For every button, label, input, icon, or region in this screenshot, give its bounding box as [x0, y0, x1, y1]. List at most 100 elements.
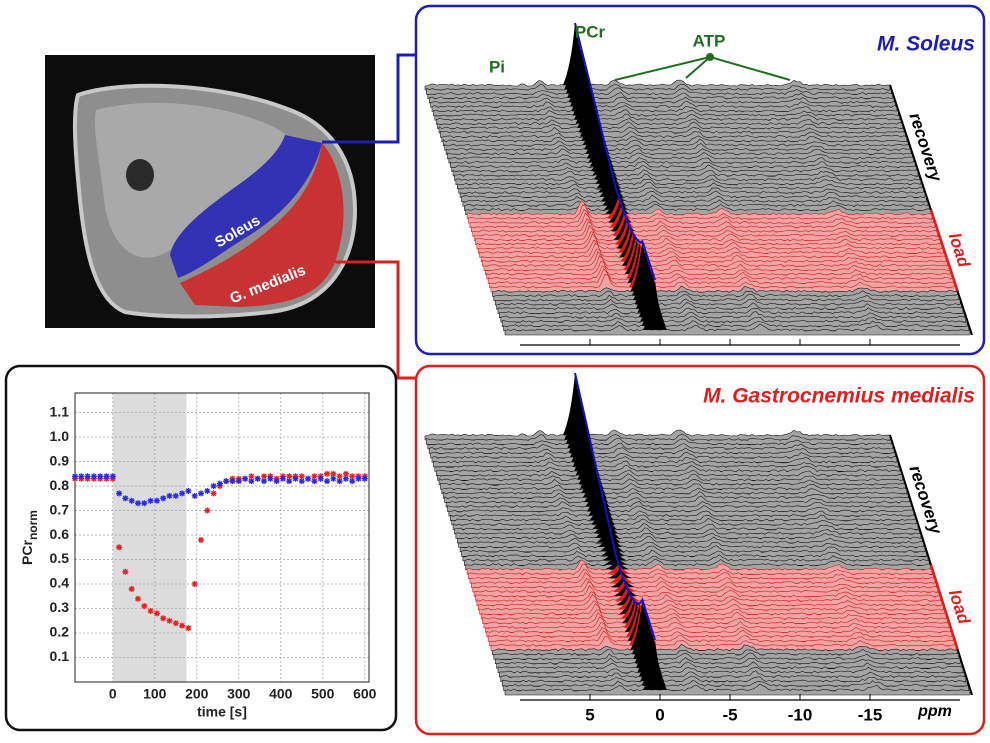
ppm-tick-label: -15 — [858, 705, 883, 724]
ppm-label: ppm — [917, 703, 952, 720]
data-point — [349, 473, 356, 480]
x-tick-label: 100 — [143, 686, 167, 702]
y-tick-label: 1.0 — [50, 428, 70, 444]
data-point — [166, 617, 173, 624]
y-tick-label: 0.2 — [50, 624, 70, 640]
data-point — [330, 470, 337, 477]
data-point — [84, 473, 91, 480]
data-point — [298, 478, 305, 485]
soleus-region — [170, 135, 322, 278]
panel-title: M. Soleus — [877, 33, 975, 56]
data-point — [273, 478, 280, 485]
data-point — [342, 470, 349, 477]
data-point — [355, 475, 362, 482]
data-point — [210, 490, 217, 497]
data-point — [248, 478, 255, 485]
ppm-tick-label: 0 — [655, 705, 664, 724]
pcr-peak — [600, 542, 625, 556]
y-axis-label-sub: norm — [26, 510, 40, 540]
data-point — [160, 495, 167, 502]
data-point — [185, 625, 192, 632]
y-tick-label: 1.1 — [50, 403, 70, 419]
spectrum-row — [504, 683, 971, 696]
pcr-peak — [599, 535, 624, 552]
pcr-plot: 0.1 0.2 0.3 0.4 0.5 0.6 0.7 0.8 0.9 1.0 1.1 0 100 200… — [19, 392, 377, 720]
x-tick-label: 500 — [311, 686, 335, 702]
data-point — [135, 595, 141, 602]
y-tick-label: 0.4 — [50, 575, 70, 591]
data-point — [128, 497, 135, 504]
plot-panel — [4, 364, 398, 732]
data-point — [141, 500, 148, 507]
data-point — [261, 478, 267, 485]
data-point — [97, 473, 104, 480]
data-point — [72, 473, 78, 480]
data-point — [179, 622, 186, 629]
soleus-connector — [322, 53, 415, 144]
data-point — [172, 492, 179, 499]
data-point — [342, 475, 349, 482]
data-point — [317, 475, 324, 482]
data-point — [103, 473, 110, 480]
data-point — [286, 473, 293, 480]
data-point — [336, 473, 343, 480]
data-point — [216, 480, 223, 487]
data-point — [267, 475, 274, 482]
pcr-peak — [603, 554, 628, 565]
data-point — [204, 487, 211, 494]
pcr-peak — [609, 572, 634, 583]
data-point — [286, 478, 293, 485]
panel-title: M. Gastrocnemius medialis — [703, 385, 975, 408]
x-tick-label: 300 — [227, 686, 251, 702]
data-point — [122, 568, 129, 575]
gastrocnemius-connector — [335, 260, 415, 380]
pcr-peak — [598, 529, 623, 547]
x-axis-label: time [s] — [197, 704, 247, 720]
data-point — [298, 473, 305, 480]
bone — [126, 159, 154, 191]
data-point — [172, 620, 179, 627]
data-point — [223, 478, 230, 485]
phase-axis-load — [929, 564, 959, 650]
data-point — [116, 544, 123, 551]
y-tick-label: 0.9 — [50, 452, 70, 468]
data-point — [116, 490, 123, 497]
x-tick-label: 0 — [109, 686, 117, 702]
ppm-tick-label: -10 — [788, 705, 813, 724]
data-point — [78, 473, 85, 480]
load-shade — [112, 393, 187, 682]
pcr-ridge — [574, 22, 656, 281]
data-point — [279, 475, 286, 482]
data-point — [229, 478, 236, 485]
pi-label: Pi — [489, 57, 505, 76]
data-point — [185, 487, 192, 494]
pcr-peak — [613, 584, 638, 597]
data-point — [141, 603, 148, 610]
y-axis-label-main: PCr — [19, 540, 35, 565]
atp-arrows — [614, 53, 791, 81]
data-point — [122, 495, 129, 502]
x-tick-label: 200 — [185, 686, 209, 702]
data-point — [160, 615, 167, 622]
data-point — [147, 607, 154, 614]
data-point — [210, 483, 217, 490]
data-point — [153, 610, 160, 617]
data-point — [153, 497, 160, 504]
pcr-ridge — [574, 372, 656, 641]
pcr-peak — [606, 563, 631, 574]
data-point — [361, 475, 368, 482]
plot-frame — [74, 392, 370, 683]
data-point — [191, 492, 198, 499]
x-tick-label: 400 — [269, 686, 293, 702]
y-axis-label: PCrnorm — [19, 510, 40, 565]
pcr-peak — [607, 568, 632, 579]
atp-label: ATP — [693, 31, 726, 50]
data-point — [349, 478, 356, 485]
pcr-peak — [643, 640, 667, 690]
data-point — [166, 492, 173, 499]
pcr-label: PCr — [575, 22, 606, 41]
data-point — [324, 478, 330, 485]
spectrum-row — [490, 273, 957, 293]
